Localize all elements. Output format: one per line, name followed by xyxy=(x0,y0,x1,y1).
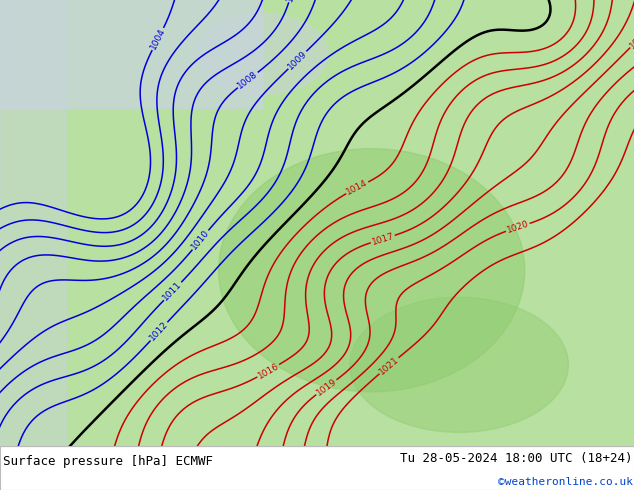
Text: 1012: 1012 xyxy=(148,320,170,343)
Text: 1009: 1009 xyxy=(286,49,309,72)
Text: 1017: 1017 xyxy=(370,231,395,247)
Ellipse shape xyxy=(219,148,525,392)
Text: 1021: 1021 xyxy=(377,355,401,376)
Bar xyxy=(0,0,65,446)
Text: 1004: 1004 xyxy=(149,27,167,51)
Text: ©weatheronline.co.uk: ©weatheronline.co.uk xyxy=(498,477,633,487)
Ellipse shape xyxy=(197,14,328,95)
Text: 1014: 1014 xyxy=(345,178,370,197)
Text: 1020: 1020 xyxy=(505,220,530,235)
Text: 1010: 1010 xyxy=(190,228,211,252)
Text: 1016: 1016 xyxy=(256,361,280,380)
Text: 1013: 1013 xyxy=(21,471,47,490)
Text: 1008: 1008 xyxy=(236,70,260,91)
Text: 1019: 1019 xyxy=(314,377,339,397)
Text: Surface pressure [hPa] ECMWF: Surface pressure [hPa] ECMWF xyxy=(3,455,213,468)
Text: 1007: 1007 xyxy=(285,0,300,2)
Ellipse shape xyxy=(350,297,569,432)
Text: 1018: 1018 xyxy=(628,27,634,50)
Text: Tu 28-05-2024 18:00 UTC (18+24): Tu 28-05-2024 18:00 UTC (18+24) xyxy=(400,452,633,465)
Bar xyxy=(0,0,262,108)
Text: 1011: 1011 xyxy=(162,280,184,303)
